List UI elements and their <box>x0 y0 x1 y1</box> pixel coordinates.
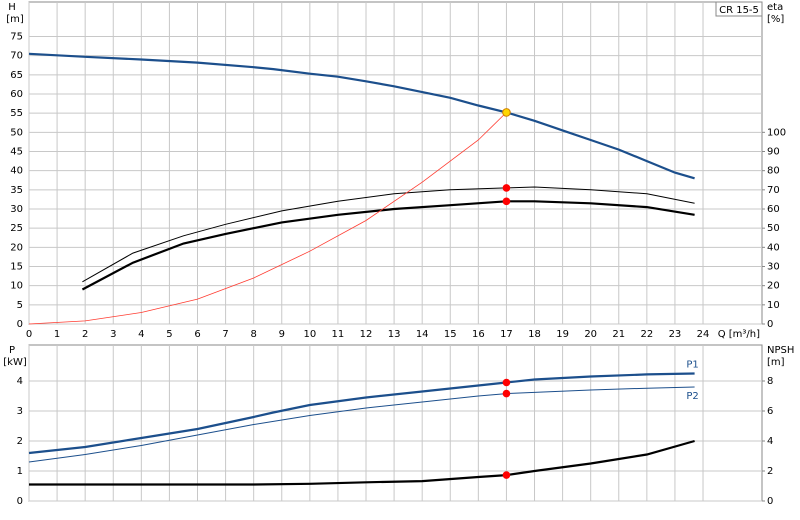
x-tick-label: 20 <box>584 329 597 340</box>
y2-axis-label: NPSH <box>767 345 794 356</box>
x-tick-label: 4 <box>138 329 144 340</box>
duty-point <box>502 184 511 192</box>
y2-tick-label: 80 <box>767 166 780 177</box>
y-axis-label: H <box>8 2 16 13</box>
x-tick-label: 1 <box>54 329 60 340</box>
curve <box>28 386 695 463</box>
y-tick-label: 2 <box>17 436 23 447</box>
y2-tick-label: 90 <box>767 147 780 158</box>
x-tick-label: 7 <box>222 329 228 340</box>
y-tick-label: 4 <box>17 376 23 387</box>
y2-tick-label: 2 <box>767 466 773 477</box>
title-box <box>715 1 763 17</box>
x-tick-label: 6 <box>194 329 200 340</box>
y-tick-label: 3 <box>17 406 23 417</box>
x-tick-label: 10 <box>303 329 316 340</box>
curve <box>81 200 695 291</box>
series-label: P1 <box>686 360 698 371</box>
y2-axis-label: eta <box>767 2 783 13</box>
y2-tick-label: 70 <box>767 185 780 196</box>
y2-tick-label: 0 <box>767 319 773 330</box>
y-tick-label: 65 <box>10 70 23 81</box>
y-tick-label: 15 <box>10 262 23 273</box>
curve <box>82 186 695 283</box>
y-tick-label: 1 <box>17 466 23 477</box>
x-axis-label: Q [m³/h] <box>718 329 760 340</box>
y-tick-label: 70 <box>10 51 23 62</box>
x-tick-label: 8 <box>250 329 256 340</box>
y2-tick-label: 60 <box>767 204 780 215</box>
y-tick-label: 0 <box>17 319 23 330</box>
curve <box>29 439 695 486</box>
x-tick-label: 18 <box>528 329 541 340</box>
x-tick-label: 19 <box>556 329 569 340</box>
y-tick-label: 30 <box>10 204 23 215</box>
duty-point <box>502 389 511 398</box>
x-tick-label: 14 <box>416 329 429 340</box>
chart-title: CR 15-5 <box>719 5 759 16</box>
y2-tick-label: 0 <box>767 496 773 507</box>
y-tick-label: 10 <box>10 281 23 292</box>
x-tick-label: 3 <box>110 329 116 340</box>
y2-tick-label: 20 <box>767 281 780 292</box>
duty-point <box>502 108 511 117</box>
y2-tick-label: 40 <box>767 242 780 253</box>
x-tick-label: 15 <box>444 329 457 340</box>
curve <box>28 372 695 455</box>
series-label: P2 <box>686 391 698 402</box>
duty-point <box>502 471 511 479</box>
x-tick-label: 24 <box>697 329 710 340</box>
y-tick-label: 55 <box>10 108 23 119</box>
curve <box>28 52 695 180</box>
x-tick-label: 5 <box>166 329 172 340</box>
y-tick-label: 35 <box>10 185 23 196</box>
y-tick-label: 0 <box>17 496 23 507</box>
y2-axis-unit: [%] <box>767 14 784 25</box>
y2-tick-label: 100 <box>767 127 786 138</box>
y2-tick-label: 8 <box>767 376 773 387</box>
y-tick-label: 50 <box>10 127 23 138</box>
y-axis-unit: [m] <box>6 14 24 25</box>
y-tick-label: 45 <box>10 147 23 158</box>
y2-axis-unit: [m] <box>767 357 785 368</box>
y2-tick-label: 10 <box>767 300 780 311</box>
x-tick-label: 0 <box>26 329 32 340</box>
duty-point <box>502 197 511 206</box>
y2-tick-label: 30 <box>767 262 780 273</box>
y-axis-unit: [kW] <box>3 357 27 368</box>
x-tick-label: 16 <box>472 329 485 340</box>
x-tick-label: 2 <box>82 329 88 340</box>
y-axis-label: P <box>9 345 15 356</box>
duty-point <box>502 378 511 387</box>
x-tick-label: 11 <box>332 329 345 340</box>
y2-tick-label: 6 <box>767 406 773 417</box>
x-tick-label: 17 <box>500 329 513 340</box>
y-tick-label: 25 <box>10 223 23 234</box>
y-tick-label: 20 <box>10 242 23 253</box>
y2-tick-label: 4 <box>767 436 773 447</box>
x-tick-label: 12 <box>360 329 373 340</box>
x-tick-label: 13 <box>388 329 401 340</box>
y-tick-label: 5 <box>17 300 23 311</box>
y2-tick-label: 50 <box>767 223 780 234</box>
x-tick-label: 22 <box>640 329 653 340</box>
x-tick-label: 23 <box>669 329 682 340</box>
plot-area <box>28 344 763 502</box>
x-tick-label: 21 <box>612 329 625 340</box>
curve <box>28 112 507 325</box>
y-tick-label: 40 <box>10 166 23 177</box>
x-tick-label: 9 <box>279 329 285 340</box>
y-tick-label: 75 <box>10 32 23 43</box>
y-tick-label: 60 <box>10 89 23 100</box>
